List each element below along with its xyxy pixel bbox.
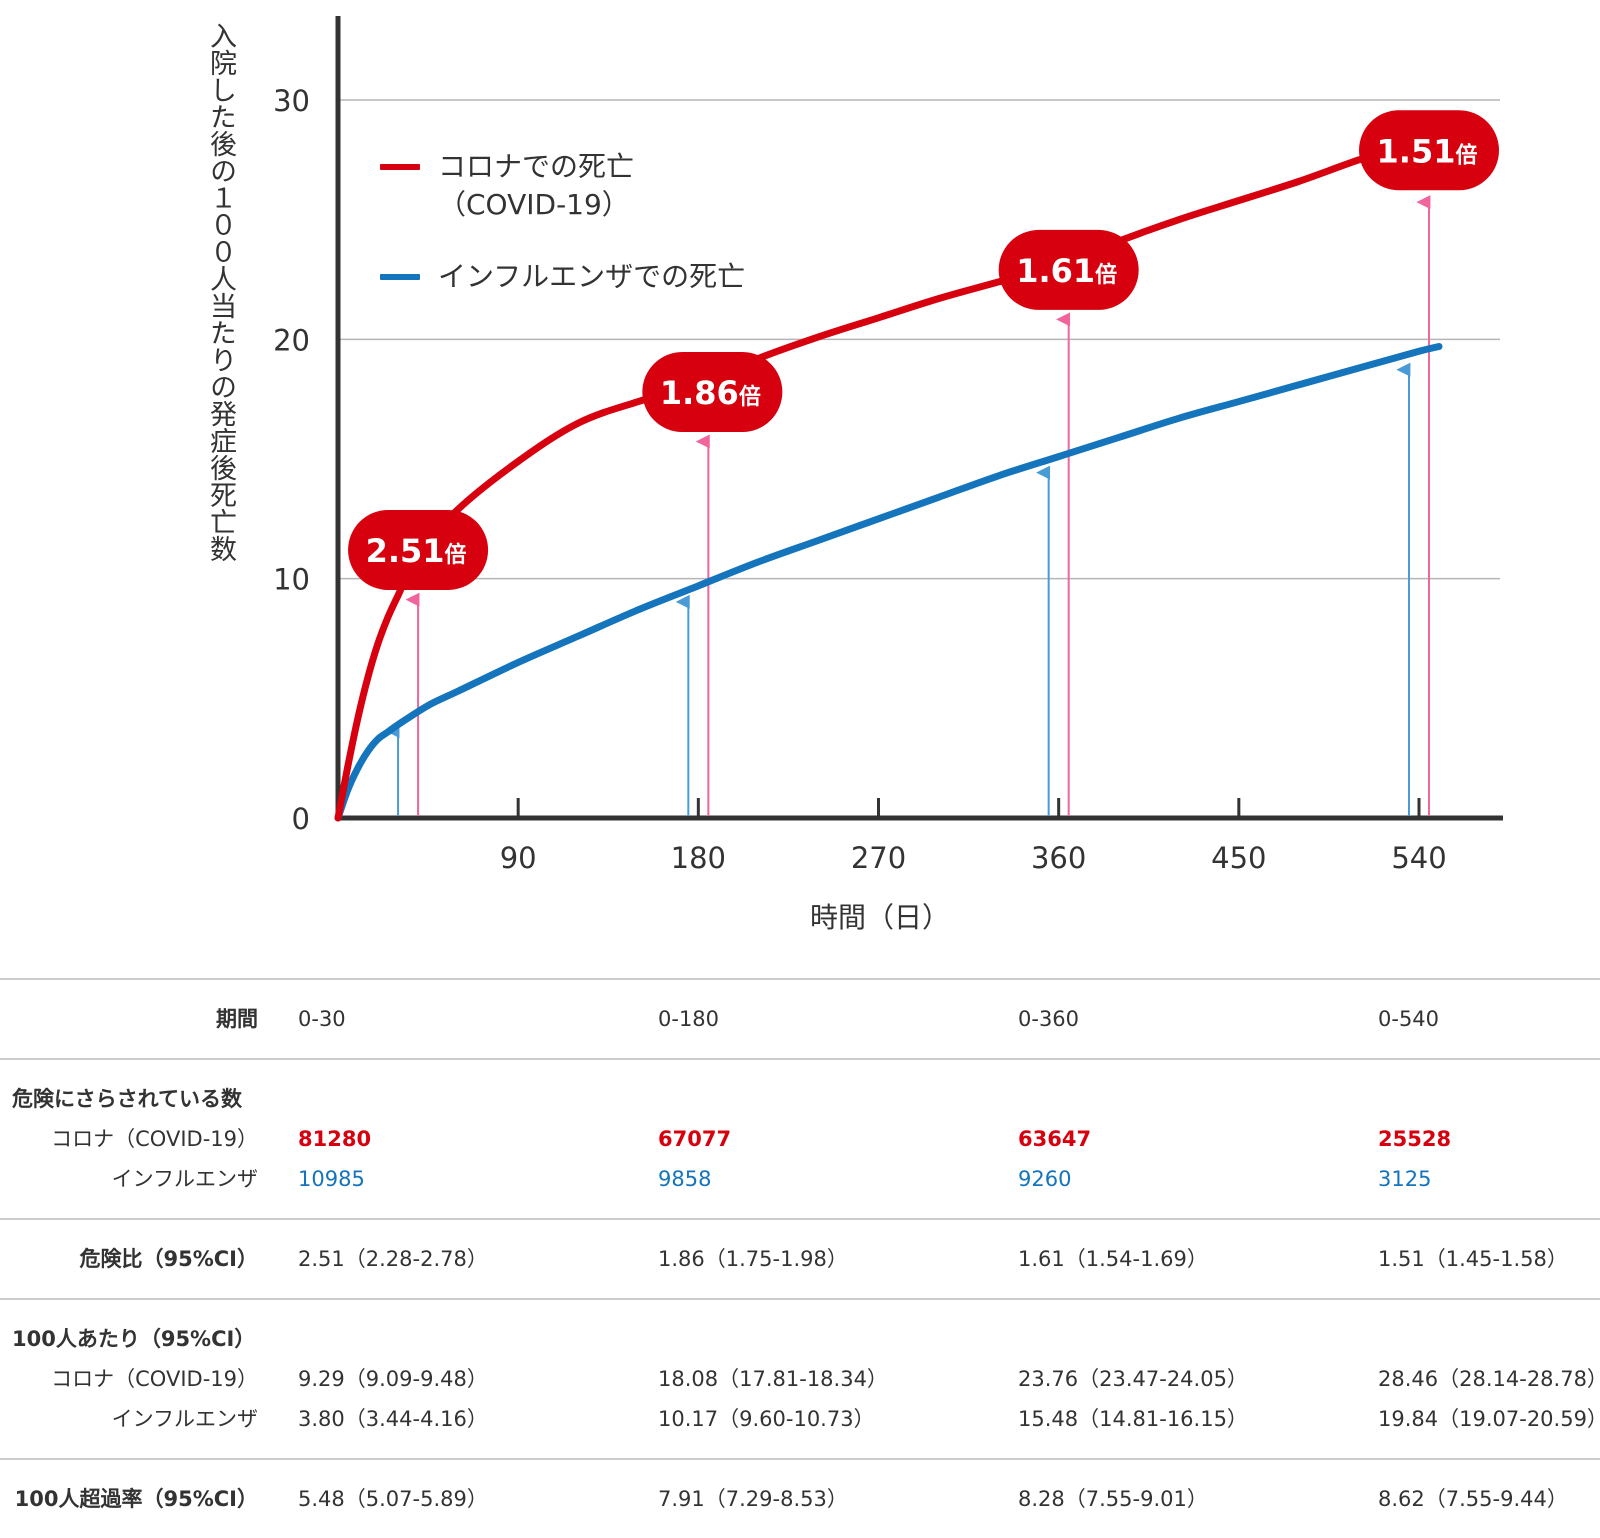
at-risk-flu-cell: 3125 <box>1378 1167 1432 1191</box>
x-tick-label: 270 <box>851 841 906 875</box>
at-risk-covid-cell: 25528 <box>1378 1127 1452 1151</box>
period-cell: 0-180 <box>658 1007 720 1031</box>
period-cell: 0-30 <box>298 1007 346 1031</box>
hazard-ratio-cell: 1.86（1.75-1.98） <box>658 1247 848 1271</box>
y-tick-label: 10 <box>273 563 310 597</box>
legend-item-covid: コロナでの死亡 （COVID-19） <box>380 148 745 224</box>
table-row-excess: 100人超過率（95%CI） 5.48（5.07-5.89） 7.91（7.29… <box>0 1458 1600 1538</box>
per-100-covid-cell: 9.29（9.09-9.48） <box>298 1367 488 1391</box>
ratio-bubble <box>642 351 783 432</box>
period-cell: 0-540 <box>1378 1007 1440 1031</box>
excess-cell: 7.91（7.29-8.53） <box>658 1487 848 1511</box>
x-tick-label: 540 <box>1391 841 1446 875</box>
flu-row-label: インフルエンザ <box>111 1407 258 1431</box>
legend-label-flu: インフルエンザでの死亡 <box>438 260 746 293</box>
excess-cell: 8.28（7.55-9.01） <box>1018 1487 1208 1511</box>
per-100-flu-cell: 3.80（3.44-4.16） <box>298 1407 488 1431</box>
table-row-hazard-ratio: 危険比（95%CI） 2.51（2.28-2.78） 1.86（1.75-1.9… <box>0 1218 1600 1298</box>
per-100-covid-cell: 28.46（28.14-28.78） <box>1378 1367 1600 1391</box>
per-100-covid-cell: 18.08（17.81-18.34） <box>658 1367 888 1391</box>
y-axis-label: 入院した後の１００人当たりの発症後死亡数 <box>205 22 236 562</box>
table-row-per-100: 100人あたり（95%CI） コロナ（COVID-19） 9.29（9.09-9… <box>0 1298 1600 1458</box>
ratio-unit: 倍 <box>445 542 467 568</box>
ratio-unit: 倍 <box>739 384 761 410</box>
per-100-flu-cell: 15.48（14.81-16.15） <box>1018 1407 1248 1431</box>
at-risk-flu-cell: 10985 <box>298 1167 365 1191</box>
at-risk-covid-cell: 63647 <box>1018 1127 1092 1151</box>
at-risk-flu-cell: 9260 <box>1018 1167 1072 1191</box>
hazard-ratio-cell: 1.51（1.45-1.58） <box>1378 1247 1568 1271</box>
legend-label-covid: コロナでの死亡 （COVID-19） <box>438 150 635 221</box>
at-risk-covid-cell: 67077 <box>658 1127 732 1151</box>
excess-cell: 5.48（5.07-5.89） <box>298 1487 488 1511</box>
y-tick-label: 0 <box>292 802 310 836</box>
excess-cell: 8.62（7.55-9.44） <box>1378 1487 1568 1511</box>
period-label: 期間 <box>216 1007 258 1031</box>
ratio-bubble <box>998 229 1139 310</box>
per-100-flu-cell: 19.84（19.07-20.59） <box>1378 1407 1600 1431</box>
legend-item-flu: インフルエンザでの死亡 <box>380 258 745 296</box>
excess-label: 100人超過率（95%CI） <box>14 1487 258 1511</box>
legend-swatch-flu <box>380 274 420 280</box>
hazard-ratio-cell: 1.61（1.54-1.69） <box>1018 1247 1208 1271</box>
legend-swatch-covid <box>380 164 420 170</box>
table-row-at-risk: 危険にさらされている数 コロナ（COVID-19） 81280 67077 63… <box>0 1058 1600 1218</box>
per-100-label: 100人あたり（95%CI） <box>12 1327 256 1351</box>
ratio-bubble <box>1359 110 1500 191</box>
flu-row-label: インフルエンザ <box>111 1167 258 1191</box>
period-cell: 0-360 <box>1018 1007 1080 1031</box>
ratio-unit: 倍 <box>1455 142 1477 168</box>
y-tick-label: 30 <box>273 84 310 118</box>
x-tick-label: 180 <box>671 841 726 875</box>
x-tick-label: 450 <box>1211 841 1266 875</box>
y-tick-label: 20 <box>273 323 310 357</box>
ratio-bubble <box>348 509 489 590</box>
series-line-flu <box>334 343 1443 822</box>
hazard-ratio-cell: 2.51（2.28-2.78） <box>298 1247 488 1271</box>
x-axis-label: 時間（日） <box>809 901 950 934</box>
legend: コロナでの死亡 （COVID-19） インフルエンザでの死亡 <box>380 148 745 330</box>
at-risk-covid-cell: 81280 <box>298 1127 372 1151</box>
ratio-unit: 倍 <box>1095 262 1117 288</box>
table-row-period: 期間 0-30 0-180 0-360 0-540 <box>0 978 1600 1058</box>
per-100-covid-cell: 23.76（23.47-24.05） <box>1018 1367 1248 1391</box>
covid-row-label: コロナ（COVID-19） <box>51 1127 258 1151</box>
per-100-flu-cell: 10.17（9.60-10.73） <box>658 1407 875 1431</box>
x-tick-label: 360 <box>1031 841 1086 875</box>
data-table: 期間 0-30 0-180 0-360 0-540 危険にさらされている数 コロ… <box>0 978 1600 1538</box>
at-risk-label: 危険にさらされている数 <box>12 1087 242 1111</box>
at-risk-flu-cell: 9858 <box>658 1167 712 1191</box>
hazard-ratio-label: 危険比（95%CI） <box>79 1247 259 1271</box>
x-tick-label: 90 <box>500 841 537 875</box>
covid-row-label: コロナ（COVID-19） <box>51 1367 258 1391</box>
